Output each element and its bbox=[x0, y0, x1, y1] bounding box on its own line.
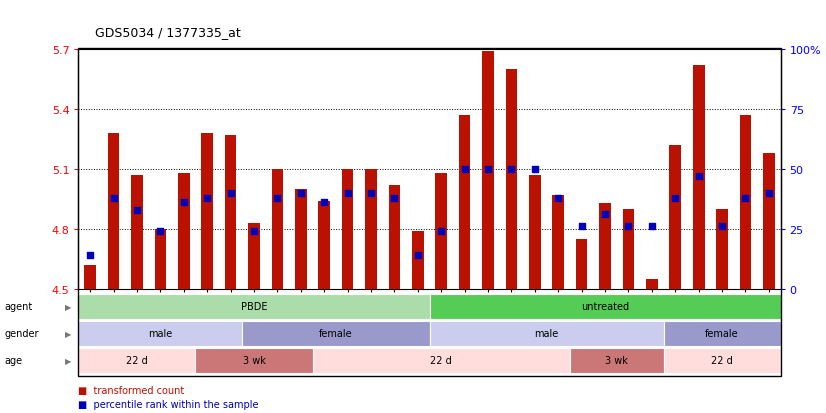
Point bbox=[131, 207, 144, 214]
Text: GDS5034 / 1377335_at: GDS5034 / 1377335_at bbox=[95, 26, 240, 39]
Bar bbox=[763, 153, 775, 289]
Point bbox=[598, 211, 611, 218]
Bar bbox=[599, 203, 611, 289]
Point bbox=[529, 166, 542, 173]
Bar bbox=[663, 321, 781, 346]
Bar bbox=[78, 348, 196, 373]
Text: untreated: untreated bbox=[581, 301, 629, 312]
Bar bbox=[435, 173, 447, 289]
Bar bbox=[78, 294, 430, 319]
Point bbox=[692, 173, 705, 180]
Text: ▶: ▶ bbox=[65, 329, 72, 338]
Point bbox=[575, 223, 588, 230]
Bar bbox=[663, 348, 781, 373]
Bar bbox=[646, 279, 657, 289]
Point bbox=[482, 166, 495, 173]
Bar bbox=[412, 231, 424, 289]
Text: gender: gender bbox=[4, 328, 39, 339]
Point bbox=[388, 195, 401, 202]
Bar bbox=[716, 209, 728, 289]
Point bbox=[317, 199, 330, 206]
Point bbox=[668, 195, 681, 202]
Point bbox=[411, 252, 425, 259]
Bar bbox=[225, 135, 236, 289]
Bar bbox=[365, 169, 377, 289]
Point bbox=[552, 195, 565, 202]
Point bbox=[294, 190, 307, 197]
Bar bbox=[202, 133, 213, 289]
Text: 22 d: 22 d bbox=[126, 355, 148, 366]
Bar bbox=[739, 115, 752, 289]
Point bbox=[505, 166, 518, 173]
Point bbox=[247, 228, 260, 235]
Bar bbox=[131, 175, 143, 289]
Bar bbox=[312, 348, 570, 373]
Bar bbox=[318, 201, 330, 289]
Bar bbox=[196, 348, 312, 373]
Point bbox=[201, 195, 214, 202]
Bar bbox=[295, 189, 306, 289]
Text: age: age bbox=[4, 355, 22, 366]
Bar bbox=[570, 348, 663, 373]
Text: 22 d: 22 d bbox=[430, 355, 452, 366]
Bar bbox=[78, 321, 242, 346]
Bar bbox=[107, 133, 120, 289]
Point bbox=[762, 190, 776, 197]
Text: 3 wk: 3 wk bbox=[605, 355, 629, 366]
Bar bbox=[430, 321, 663, 346]
Text: agent: agent bbox=[4, 301, 32, 312]
Bar bbox=[388, 185, 401, 289]
Bar bbox=[576, 239, 587, 289]
Text: 3 wk: 3 wk bbox=[243, 355, 265, 366]
Point bbox=[715, 223, 729, 230]
Text: ■  transformed count: ■ transformed count bbox=[78, 385, 185, 395]
Bar bbox=[154, 229, 166, 289]
Text: female: female bbox=[319, 328, 353, 339]
Bar bbox=[693, 66, 705, 289]
Bar bbox=[178, 173, 190, 289]
Point bbox=[364, 190, 377, 197]
Bar bbox=[482, 52, 494, 289]
Point bbox=[434, 228, 448, 235]
Bar bbox=[272, 169, 283, 289]
Point bbox=[622, 223, 635, 230]
Point bbox=[107, 195, 121, 202]
Text: 22 d: 22 d bbox=[711, 355, 733, 366]
Point bbox=[224, 190, 237, 197]
Text: PBDE: PBDE bbox=[240, 301, 268, 312]
Text: ▶: ▶ bbox=[65, 302, 72, 311]
Bar bbox=[242, 321, 430, 346]
Bar bbox=[458, 115, 471, 289]
Text: ▶: ▶ bbox=[65, 356, 72, 365]
Point bbox=[458, 166, 471, 173]
Bar bbox=[506, 69, 517, 289]
Bar bbox=[342, 169, 354, 289]
Bar bbox=[529, 175, 541, 289]
Point bbox=[83, 252, 97, 259]
Text: male: male bbox=[534, 328, 558, 339]
Bar bbox=[623, 209, 634, 289]
Point bbox=[271, 195, 284, 202]
Text: ■  percentile rank within the sample: ■ percentile rank within the sample bbox=[78, 399, 259, 409]
Bar bbox=[84, 265, 96, 289]
Point bbox=[645, 223, 658, 230]
Bar bbox=[248, 223, 260, 289]
Text: female: female bbox=[705, 328, 739, 339]
Bar bbox=[553, 195, 564, 289]
Point bbox=[738, 195, 752, 202]
Point bbox=[177, 199, 190, 206]
Bar bbox=[430, 294, 781, 319]
Text: male: male bbox=[148, 328, 173, 339]
Bar bbox=[669, 145, 681, 289]
Point bbox=[341, 190, 354, 197]
Point bbox=[154, 228, 167, 235]
